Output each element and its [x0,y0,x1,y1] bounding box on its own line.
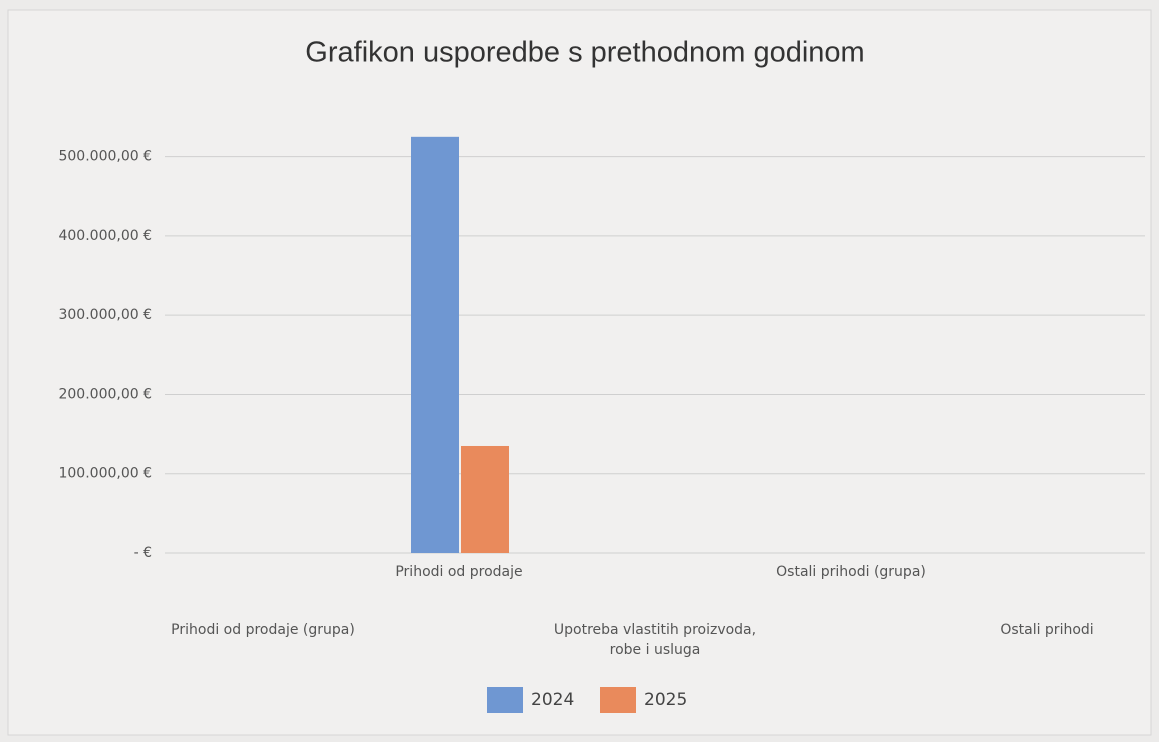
x-tick-label: Ostali prihodi [1000,622,1094,638]
y-tick-label: - € [134,545,152,561]
y-tick-label: 500.000,00 € [58,149,152,165]
x-tick-label: Ostali prihodi (grupa) [776,564,926,580]
x-tick-label: Prihodi od prodaje [395,564,523,580]
legend-label: 2025 [644,690,687,710]
x-tick-label: Prihodi od prodaje (grupa) [171,622,355,638]
bar [461,445,509,553]
legend-label: 2024 [531,690,574,710]
y-tick-label: 200.000,00 € [58,386,152,402]
chart-background [7,9,1152,736]
bar [411,136,459,553]
y-tick-label: 400.000,00 € [58,228,152,244]
legend-swatch [600,687,636,713]
x-tick-label: Upotreba vlastitih proizvoda, robe i usl… [553,622,757,658]
y-tick-label: 100.000,00 € [58,466,152,482]
y-tick-label: 300.000,00 € [58,307,152,323]
chart-title: Grafikon usporedbe s prethodnom godinom [305,37,864,69]
legend-swatch [487,687,523,713]
